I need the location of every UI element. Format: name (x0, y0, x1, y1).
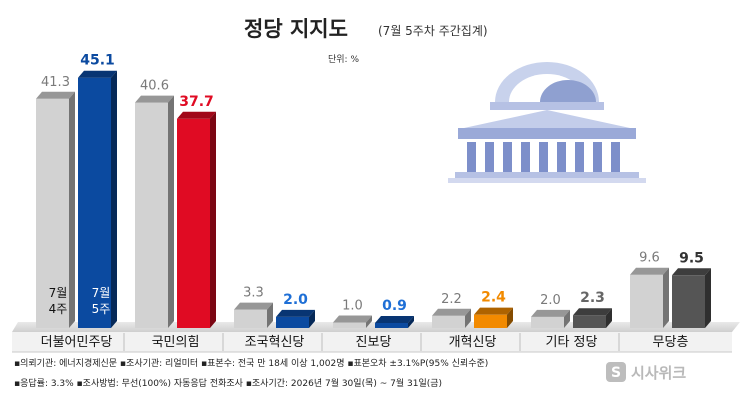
value-label-curr-3: 0.9 (382, 298, 407, 314)
value-label-curr-5: 2.3 (580, 290, 605, 306)
value-label-curr-4: 2.4 (481, 290, 506, 306)
value-label-prev-3: 1.0 (342, 298, 363, 313)
category-label-group: 더불어민주당 국민의힘 조국혁신당 진보당 개혁신당 기타 정당 무당층 (41, 335, 689, 350)
category-label-2: 조국혁신당 (245, 335, 305, 350)
bar-group (36, 70, 711, 328)
category-label-6: 무당층 (653, 335, 689, 350)
bar-prev-6 (630, 267, 669, 328)
category-label-4: 개혁신당 (449, 335, 497, 350)
bar-prev-2 (234, 302, 273, 328)
bar-curr-1 (177, 111, 216, 328)
category-label-3: 진보당 (356, 335, 392, 350)
sisaweek-logo-icon: S (606, 362, 626, 382)
value-label-prev-0: 41.3 (41, 75, 70, 90)
chart-title: 정당 지지도 (244, 17, 348, 41)
value-label-prev-2: 3.3 (243, 286, 264, 301)
week-legend-curr-line1: 7월 (92, 286, 111, 300)
category-label-5: 기타 정당 (546, 335, 598, 350)
bar-prev-1 (135, 95, 174, 328)
footer-line-2: ▪응답률: 3.3% ▪조사방법: 무선(100%) 자동응답 전화조사 ▪조사… (14, 377, 442, 389)
bar-prev-4 (432, 308, 471, 328)
value-label-curr-1: 37.7 (179, 94, 214, 110)
category-label-0: 더불어민주당 (41, 335, 113, 350)
bar-curr-5 (573, 308, 612, 328)
week-legend-curr-line2: 5주 (92, 302, 111, 316)
week-legend-prev-line2: 4주 (49, 302, 68, 316)
bar-curr-4 (474, 307, 513, 328)
national-assembly-building-icon (448, 62, 646, 183)
chart-subtitle: (7월 5주차 주간집계) (378, 24, 488, 38)
value-label-curr-6: 9.5 (679, 250, 704, 266)
value-label-group: 41.3 45.1 40.6 37.7 3.3 2.0 1.0 0.9 2.2 2.4 2.0 2.3… (41, 53, 704, 314)
svg-text:S: S (611, 365, 621, 381)
value-label-prev-5: 2.0 (540, 293, 561, 308)
week-legend-prev-line1: 7월 (49, 286, 68, 300)
bar-prev-0 (36, 91, 75, 328)
bar-curr-2 (276, 309, 315, 328)
value-label-prev-1: 40.6 (140, 79, 169, 94)
bar-curr-0 (78, 70, 117, 328)
footer-line-1: ▪의뢰기관: 에너지경제신문 ▪조사기관: 리얼미터 ▪표본수: 전국 만 18… (14, 357, 488, 369)
value-label-curr-0: 45.1 (80, 53, 115, 69)
sisaweek-logo: S 시사위크 (606, 362, 686, 382)
bar-prev-5 (531, 309, 570, 328)
category-label-1: 국민의힘 (152, 335, 200, 350)
value-label-curr-2: 2.0 (283, 292, 308, 308)
value-label-prev-6: 9.6 (639, 251, 660, 266)
bar-prev-3 (333, 315, 372, 328)
week-legend: 7월 4주 7월 5주 (49, 286, 111, 316)
category-dividers (123, 333, 620, 351)
bar-curr-3 (375, 316, 414, 328)
bar-curr-6 (672, 268, 711, 328)
logo-text: 시사위크 (631, 364, 686, 382)
unit-label: 단위: % (328, 54, 359, 65)
value-label-prev-4: 2.2 (441, 292, 462, 307)
